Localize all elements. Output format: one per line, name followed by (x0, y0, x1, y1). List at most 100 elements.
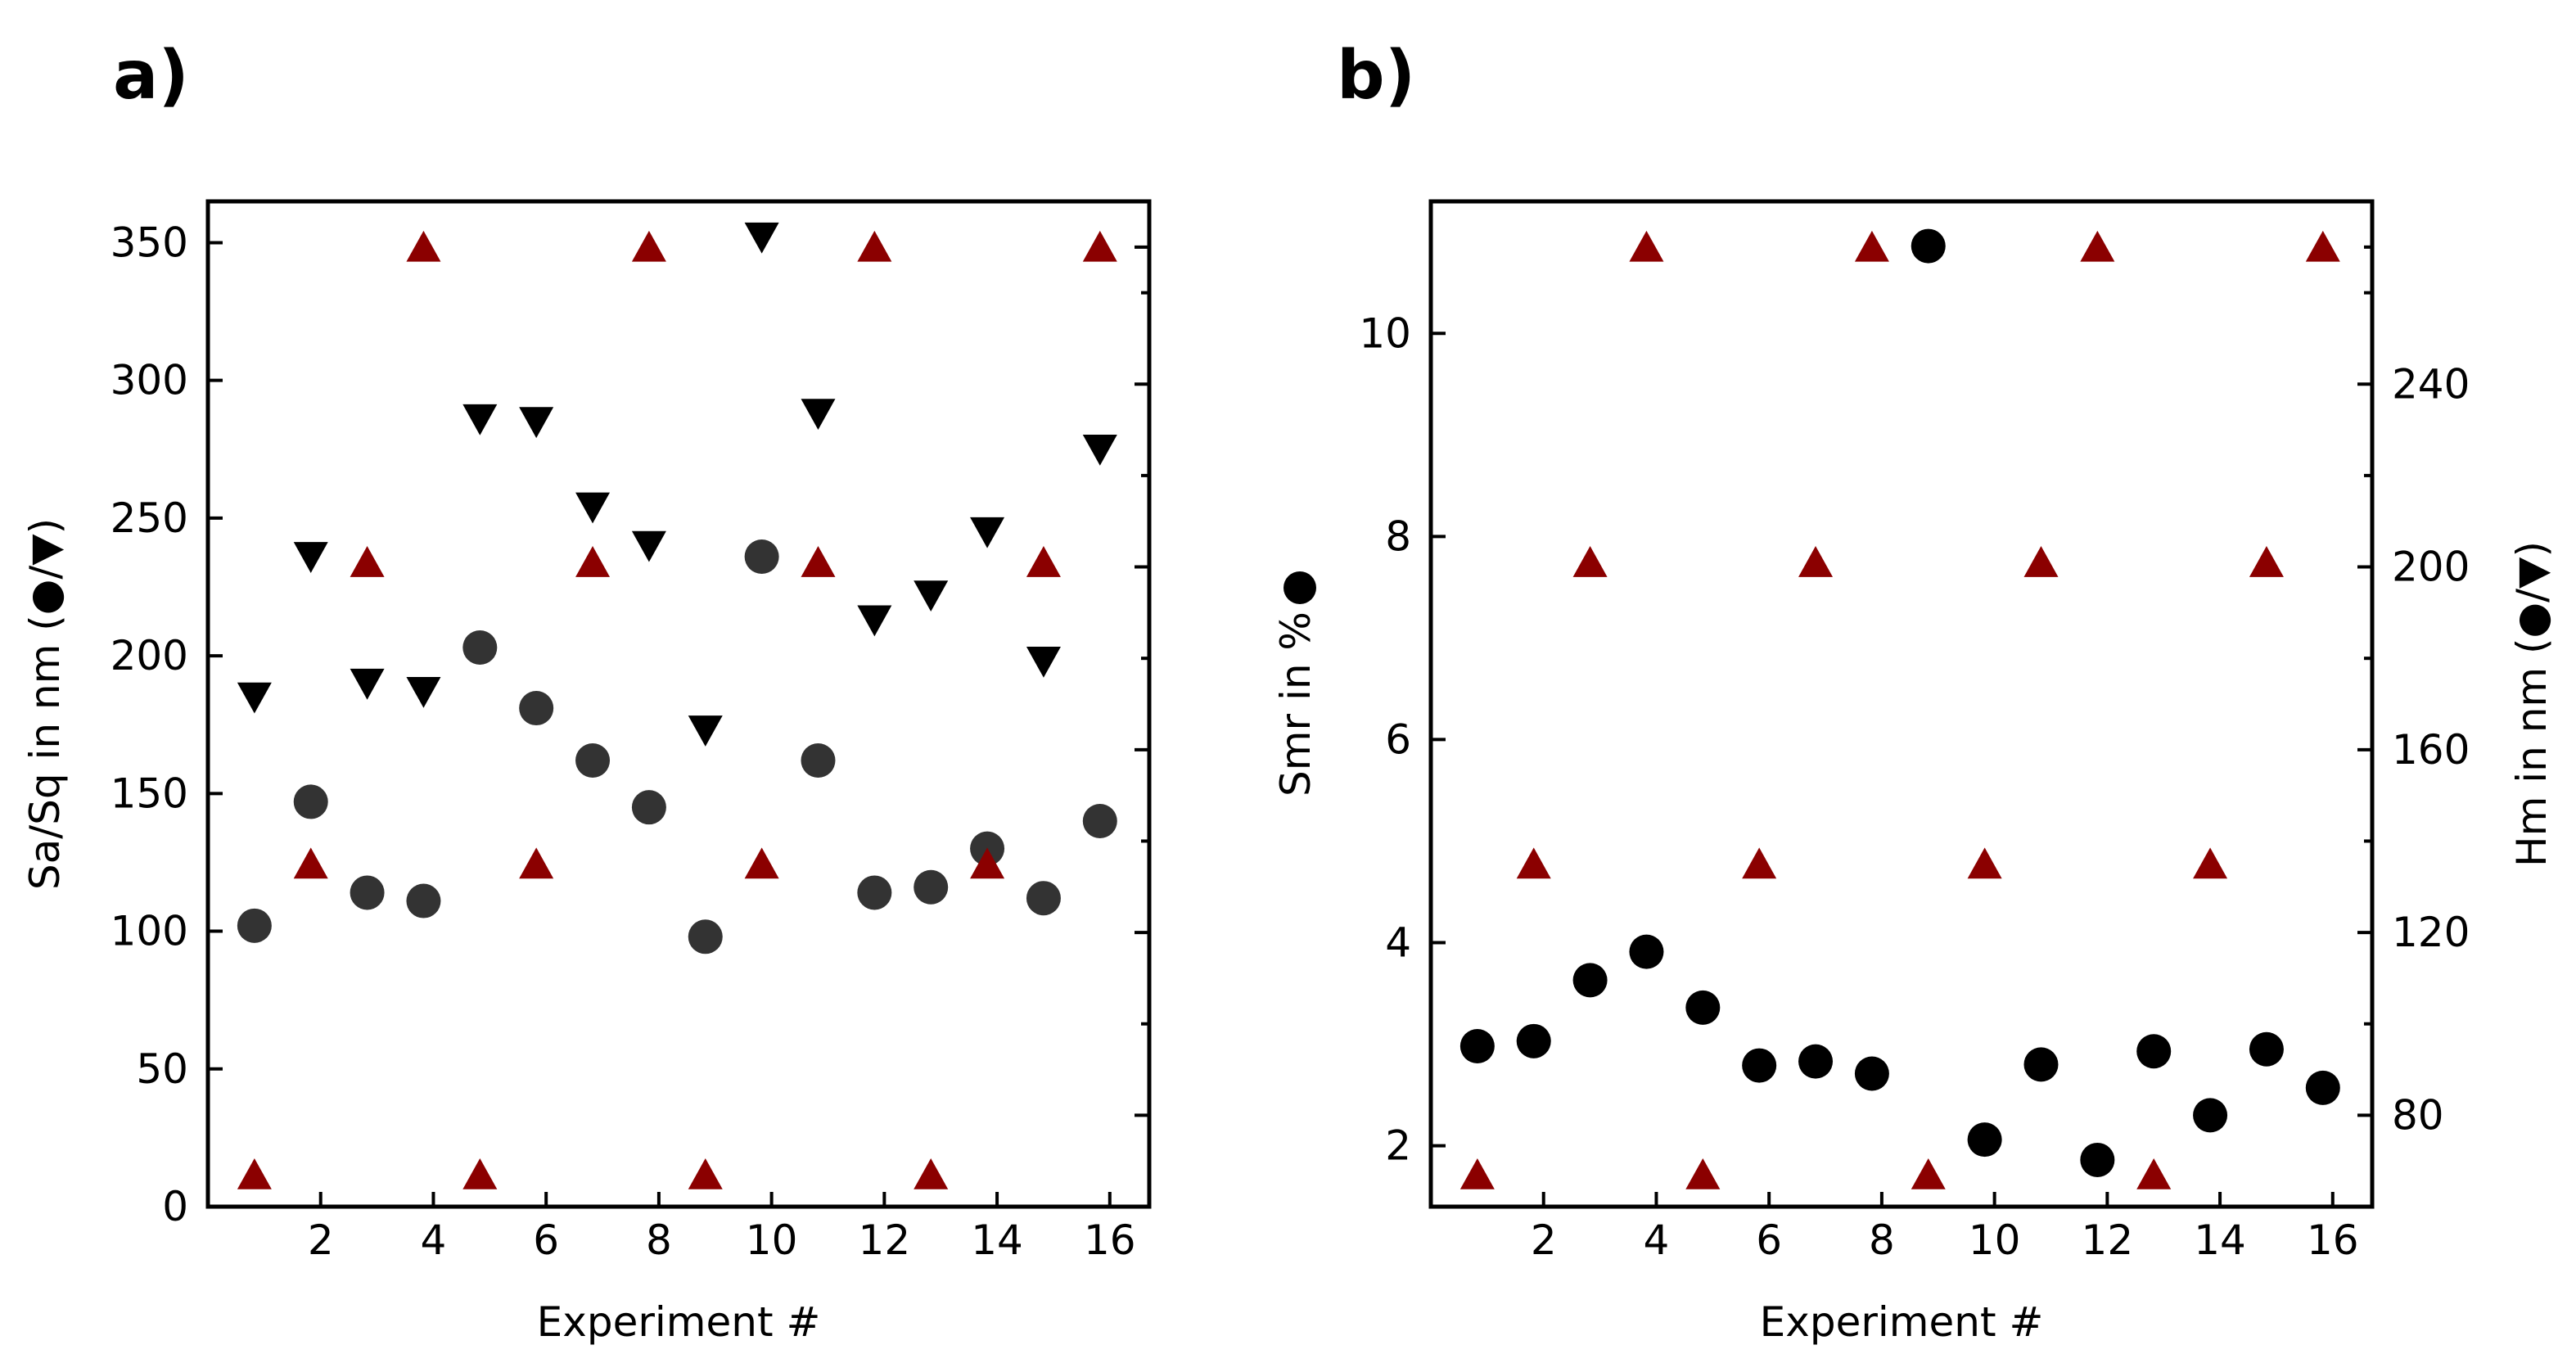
y2-tick-label: 200 (2392, 544, 2470, 591)
data-point-sa (914, 869, 949, 905)
data-point-sq (1082, 434, 1117, 466)
panel-b: b) 2 4 6 8 10 12 14 16 2 4 6 8 10 80 120 160 200 240 Expe… (1272, 37, 2556, 1346)
data-point-hm (2305, 230, 2340, 262)
data-point-smr (2136, 1034, 2172, 1069)
data-point-hm (293, 847, 328, 879)
data-point-smr (1685, 990, 1721, 1025)
data-point-smr (1629, 934, 1664, 969)
y-tick-label: 100 (111, 908, 188, 955)
data-point-hm (688, 1158, 723, 1189)
panel-b-label: b) (1337, 37, 1415, 115)
data-point-sa (1026, 881, 1061, 916)
data-point-smr (1911, 228, 1946, 264)
panel-a-marks (237, 222, 1117, 1189)
data-point-sq (237, 682, 272, 714)
data-point-sq (350, 668, 385, 700)
x-tick-label: 2 (1531, 1216, 1557, 1264)
x-tick-label: 8 (646, 1216, 672, 1264)
y-tick-label: 4 (1385, 918, 1411, 966)
y-tick-label: 8 (1385, 512, 1411, 560)
data-point-smr (1798, 1044, 1834, 1079)
data-point-sa (350, 875, 385, 910)
data-point-hm (2193, 847, 2228, 879)
data-point-hm (744, 847, 779, 879)
data-point-hm (1742, 847, 1777, 879)
data-point-hm (801, 546, 836, 577)
data-point-hm (1026, 546, 1061, 577)
panel-a-tick-labels: 2 4 6 8 10 12 14 16 0 50 100 150 200 250 300 350 (111, 219, 1136, 1264)
data-point-hm (914, 1158, 949, 1189)
panel-a-ticks (208, 241, 1149, 1208)
data-point-sq (744, 222, 779, 254)
data-point-smr (2249, 1031, 2284, 1067)
data-point-hm (857, 230, 892, 262)
data-point-smr (1572, 963, 1608, 998)
data-point-sa (237, 908, 272, 943)
data-point-smr (1742, 1048, 1777, 1083)
x-tick-label: 14 (2194, 1216, 2246, 1264)
panel-a-frame (205, 199, 1152, 1209)
data-point-smr (1967, 1122, 2002, 1158)
data-point-hm (462, 1158, 498, 1189)
y-tick-label: 0 (162, 1183, 188, 1230)
panel-b-xlabel: Experiment # (1760, 1298, 2044, 1346)
y-tick-label: 350 (111, 219, 188, 266)
data-point-hm (1798, 546, 1834, 577)
data-point-sq (462, 404, 498, 436)
data-point-hm (1685, 1158, 1721, 1189)
y2-tick-label: 240 (2392, 360, 2470, 408)
x-tick-label: 8 (1869, 1216, 1895, 1264)
data-point-smr (2080, 1142, 2115, 1177)
data-point-hm (1854, 230, 1889, 262)
x-tick-label: 10 (1969, 1216, 2021, 1264)
data-point-hm (1967, 847, 2002, 879)
x-tick-label: 6 (1756, 1216, 1782, 1264)
y2-tick-label: 160 (2392, 726, 2470, 774)
panel-b-ticks (1431, 245, 2372, 1207)
data-point-smr (1459, 1029, 1495, 1064)
data-point-smr (2193, 1098, 2228, 1133)
x-tick-label: 4 (1644, 1216, 1670, 1264)
panel-b-ylabel: Smr in % (1272, 612, 1320, 797)
data-point-hm (519, 847, 554, 879)
panel-a: a) 2 4 6 8 10 12 14 16 0 50 100 150 200 250 300 350 Exp… (21, 37, 1152, 1346)
data-point-smr (1854, 1056, 1889, 1091)
data-point-smr (2023, 1047, 2059, 1082)
x-tick-label: 6 (533, 1216, 559, 1264)
data-point-sq (688, 715, 723, 747)
data-point-hm (2136, 1158, 2172, 1189)
data-point-hm (1629, 230, 1664, 262)
x-tick-label: 4 (421, 1216, 447, 1264)
y-tick-label: 50 (136, 1045, 188, 1093)
data-point-sq (519, 407, 554, 439)
data-point-sa (575, 742, 611, 778)
x-tick-label: 14 (971, 1216, 1023, 1264)
panel-b-tick-labels: 2 4 6 8 10 12 14 16 2 4 6 8 10 80 120 160 200 240 (1359, 309, 2470, 1264)
x-tick-label: 12 (2082, 1216, 2134, 1264)
data-point-hm (2023, 546, 2059, 577)
data-point-hm (2080, 230, 2115, 262)
data-point-sq (631, 530, 666, 562)
data-point-hm (1572, 546, 1608, 577)
data-point-sq (1026, 647, 1061, 678)
x-tick-label: 12 (859, 1216, 911, 1264)
data-point-smr (2305, 1070, 2340, 1105)
data-point-hm (406, 230, 441, 262)
y-tick-label: 6 (1385, 715, 1411, 763)
data-point-sa (857, 875, 892, 910)
data-point-hm (1459, 1158, 1495, 1189)
panel-b-marks (1459, 228, 2340, 1189)
data-point-sa (801, 742, 836, 778)
data-point-sa (631, 790, 666, 825)
y-tick-label: 10 (1359, 309, 1411, 357)
data-point-sq (970, 517, 1005, 548)
y-tick-label: 150 (111, 769, 188, 817)
data-point-sa (406, 883, 441, 918)
data-point-sa (293, 784, 328, 819)
data-point-sq (406, 677, 441, 708)
data-point-hm (350, 546, 385, 577)
panel-a-xlabel: Experiment # (537, 1298, 821, 1346)
panel-a-ylabel: Sa/Sq in nm (●/▼) (21, 518, 69, 890)
data-point-sa (744, 539, 779, 575)
